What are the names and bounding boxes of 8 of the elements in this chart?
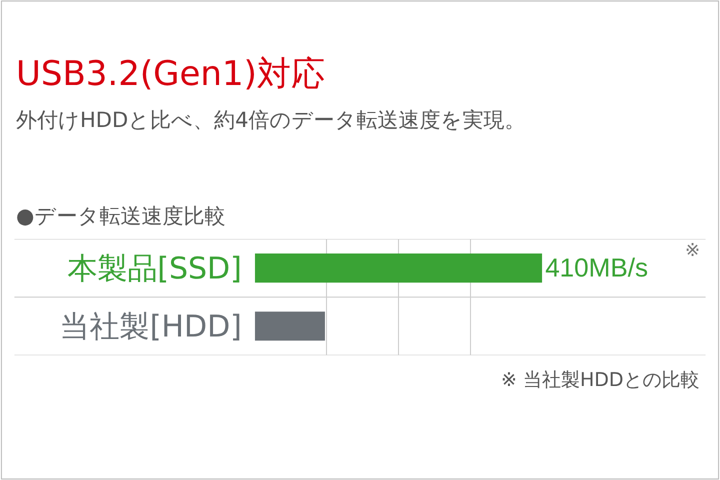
y-tick-label: 当社製[HDD] (60, 310, 242, 345)
data-label: 410MB/s (545, 252, 648, 283)
y-tick-label: 本製品[SSD] (67, 252, 242, 287)
text: ※ (685, 240, 700, 261)
text: ●データ転送速度比較 (16, 204, 226, 228)
chart-title: USB3.2(Gen1)対応 (16, 54, 325, 94)
chart-subtitle: 外付けHDDと比べ、約4倍のデータ転送速度を実現。 (16, 108, 526, 132)
text: ※ 当社製HDDとの比較 (501, 369, 700, 391)
